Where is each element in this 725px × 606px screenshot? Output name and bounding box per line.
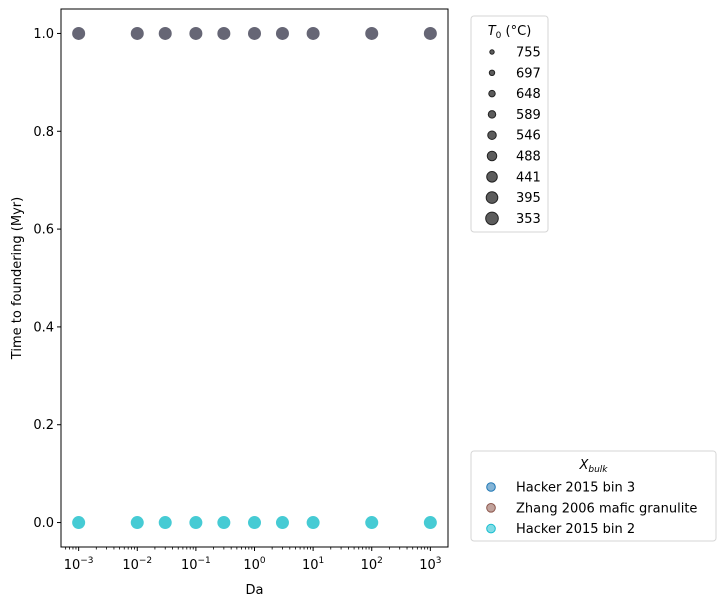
legend-composition-label: Hacker 2015 bin 2 xyxy=(516,522,635,537)
x-tick-label: 101 xyxy=(302,556,324,573)
legend-temperature-marker xyxy=(485,191,499,204)
legend-composition-marker xyxy=(486,503,496,513)
legend-temperature-marker xyxy=(487,110,497,119)
y-tick-label: 0.0 xyxy=(33,516,54,531)
legend-temperature-label: 353 xyxy=(516,212,541,227)
points-layer xyxy=(72,26,437,530)
data-point xyxy=(158,516,172,530)
legend-temperature-label: 395 xyxy=(516,191,541,206)
y-axis-label: Time to foundering (Myr) xyxy=(10,197,25,360)
data-point xyxy=(217,26,231,40)
legend-temperature-title: T0 (°C) xyxy=(488,24,532,41)
axes-layer xyxy=(60,8,449,548)
data-point xyxy=(158,26,172,40)
data-point xyxy=(217,516,231,530)
x-tick-label: 102 xyxy=(361,556,383,573)
x-tick-label: 103 xyxy=(419,556,441,573)
data-point xyxy=(275,26,289,40)
legend-temperature-marker xyxy=(487,130,497,140)
legend-temperature-marker xyxy=(488,89,496,98)
legend-composition-marker xyxy=(486,482,496,492)
data-point xyxy=(306,26,320,40)
legend-composition: Xbulk Hacker 2015 bin 3 Zhang 2006 mafic … xyxy=(470,450,717,542)
legend-temperature-label: 755 xyxy=(516,46,541,61)
x-tick-label: 10−3 xyxy=(64,556,94,573)
legend-temperature-label: 697 xyxy=(516,66,541,81)
y-tick-label: 0.8 xyxy=(33,125,54,140)
legend-composition-label: Hacker 2015 bin 3 xyxy=(516,481,635,496)
y-axis-ticks: 0.0 0.2 0.4 0.6 0.8 1.0 xyxy=(33,27,61,531)
data-point xyxy=(189,26,203,40)
legend-composition-label: Zhang 2006 mafic granulite xyxy=(516,501,697,516)
legend-composition-entries: Hacker 2015 bin 3 Zhang 2006 mafic granul… xyxy=(486,481,697,537)
legend-temperature-label: 589 xyxy=(516,108,541,123)
y-tick-label: 0.4 xyxy=(33,320,54,335)
data-point xyxy=(365,516,379,530)
legend-temperature-label: 441 xyxy=(516,170,541,185)
data-point xyxy=(72,26,86,40)
y-tick-label: 0.2 xyxy=(33,418,54,433)
y-tick-label: 0.6 xyxy=(33,223,54,238)
x-axis-label: Da xyxy=(246,583,264,598)
data-point xyxy=(423,26,437,40)
data-point xyxy=(130,26,144,40)
legend-temperature-marker xyxy=(489,49,495,55)
legend-temperature: T0 (°C) 755 697 648 589 546 488 441 395 353 xyxy=(470,15,549,233)
legend-temperature-entries: 755 697 648 589 546 488 441 395 353 xyxy=(485,46,541,227)
plot-frame xyxy=(60,8,449,548)
data-point xyxy=(248,516,261,530)
data-point xyxy=(275,516,289,530)
x-axis-ticks: 10−3 10−2 10−1 100 101 102 103 xyxy=(64,547,441,573)
legend-composition-title: Xbulk xyxy=(578,458,608,475)
legend-temperature-marker xyxy=(486,171,498,183)
x-tick-label: 100 xyxy=(243,556,266,573)
y-tick-label: 1.0 xyxy=(33,27,54,42)
data-point xyxy=(423,516,437,530)
legend-temperature-marker xyxy=(485,211,499,226)
legend-temperature-label: 648 xyxy=(516,87,541,102)
data-point xyxy=(130,516,144,530)
legend-composition-frame xyxy=(470,450,717,542)
data-point xyxy=(306,516,320,530)
x-tick-label: 10−2 xyxy=(122,556,152,573)
legend-temperature-marker xyxy=(486,150,498,162)
data-point xyxy=(248,26,261,40)
legend-temperature-marker xyxy=(488,69,496,77)
legend-temperature-label: 546 xyxy=(516,129,541,144)
legend-composition-marker xyxy=(486,523,496,534)
data-point xyxy=(189,516,203,530)
legend-temperature-label: 488 xyxy=(516,150,541,165)
data-point xyxy=(365,26,379,40)
data-point xyxy=(72,516,86,530)
x-tick-label: 10−1 xyxy=(181,556,211,573)
